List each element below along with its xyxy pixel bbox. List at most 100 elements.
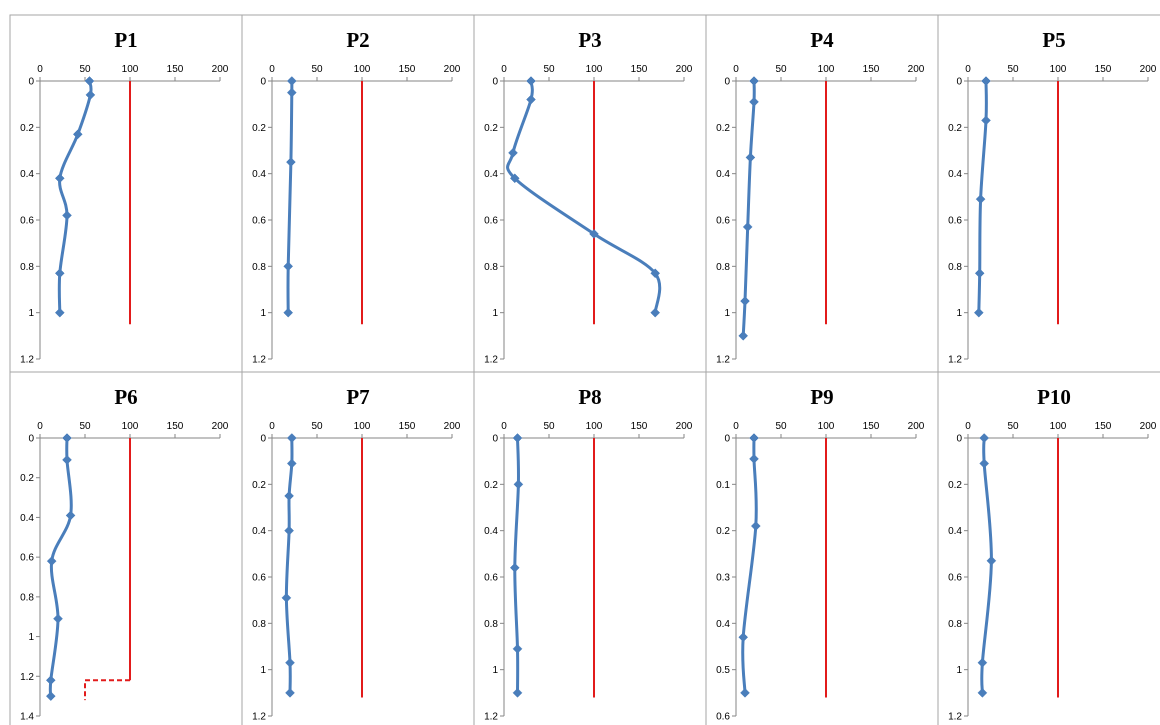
y-tick-label: 1 <box>260 665 266 676</box>
panel-border <box>9 14 243 373</box>
panel-p3: P3 0 50 100 150 200 0 0.2 0.4 0.6 0.8 1 1.2 <box>473 14 707 373</box>
data-point-marker <box>62 433 72 443</box>
panel-title: P4 <box>810 28 834 52</box>
y-tick-label: 0.2 <box>484 123 498 134</box>
y-tick-label: 0.4 <box>948 169 962 180</box>
y-tick-label: 0.6 <box>948 573 962 584</box>
x-tick-label: 100 <box>586 64 603 75</box>
y-tick-label: 1.2 <box>948 712 962 723</box>
x-tick-label: 150 <box>1095 421 1112 432</box>
data-point-marker <box>284 525 294 536</box>
data-point-marker <box>286 76 297 86</box>
y-tick-label: 1.2 <box>252 712 266 723</box>
x-tick-label: 200 <box>212 64 229 75</box>
panel-title: P9 <box>810 385 833 409</box>
y-tick-label: 0 <box>260 77 266 88</box>
data-point-marker <box>286 433 297 443</box>
panel-p9: P9 0 50 100 150 200 0 0.1 0.2 0.3 0.4 0.5 0.6 <box>705 371 939 725</box>
x-tick-label: 150 <box>1095 64 1112 75</box>
y-tick-label: 0.8 <box>948 262 962 273</box>
data-point-marker <box>54 268 65 279</box>
x-tick-label: 50 <box>79 421 91 432</box>
x-tick-label: 200 <box>676 64 693 75</box>
x-tick-label: 150 <box>167 421 184 432</box>
y-tick-label: 0.2 <box>948 123 962 134</box>
y-tick-label: 1.2 <box>20 355 34 366</box>
x-tick-label: 100 <box>818 64 835 75</box>
y-tick-label: 0.6 <box>20 553 34 564</box>
y-tick-label: 0.2 <box>484 480 498 491</box>
y-tick-label: 0.8 <box>20 262 34 273</box>
y-tick-label: 0 <box>492 434 498 445</box>
data-point-marker <box>513 479 524 490</box>
data-point-marker <box>284 491 294 501</box>
y-tick-label: 0 <box>28 77 34 88</box>
x-tick-label: 50 <box>311 421 323 432</box>
y-tick-label: 0 <box>28 434 34 445</box>
x-tick-label: 0 <box>37 64 43 75</box>
panel-title: P6 <box>114 385 137 409</box>
y-tick-label: 0.6 <box>484 573 498 584</box>
data-point-marker <box>981 115 991 126</box>
data-point-marker <box>286 157 296 167</box>
y-tick-label: 0.8 <box>252 619 266 630</box>
x-tick-label: 0 <box>37 421 43 432</box>
panel-border <box>473 14 707 373</box>
x-tick-label: 200 <box>1140 421 1157 432</box>
panel-border <box>9 371 243 725</box>
x-tick-label: 200 <box>908 64 925 75</box>
data-point-marker <box>977 687 988 698</box>
threshold-dashed-step <box>84 679 130 701</box>
y-tick-label: 0.4 <box>20 169 34 180</box>
x-tick-label: 150 <box>399 421 416 432</box>
x-tick-label: 50 <box>1007 64 1019 75</box>
x-tick-label: 0 <box>965 64 971 75</box>
y-tick-label: 0.8 <box>252 262 266 273</box>
x-tick-label: 200 <box>676 421 693 432</box>
x-tick-label: 150 <box>167 64 184 75</box>
data-point-marker <box>54 307 65 318</box>
data-point-marker <box>979 458 990 469</box>
y-tick-label: 0.8 <box>716 262 730 273</box>
data-point-marker <box>512 433 523 443</box>
data-point-marker <box>512 687 523 698</box>
y-tick-label: 0.6 <box>716 712 730 723</box>
data-point-marker <box>508 147 518 158</box>
data-point-marker <box>750 521 761 531</box>
y-tick-label: 0.3 <box>716 573 730 584</box>
x-tick-label: 0 <box>269 421 275 432</box>
x-tick-label: 150 <box>399 64 416 75</box>
y-tick-label: 1.2 <box>484 355 498 366</box>
data-point-marker <box>650 268 661 279</box>
panel-p2: P2 0 50 100 150 200 0 0.2 0.4 0.6 0.8 1 1.2 <box>241 14 475 373</box>
y-tick-label: 0.4 <box>484 169 498 180</box>
data-point-marker <box>285 687 295 698</box>
data-point-marker <box>973 307 984 318</box>
panel-title: P8 <box>578 385 601 409</box>
data-point-marker <box>286 458 297 469</box>
data-point-marker <box>283 307 294 318</box>
data-point-marker <box>509 562 520 573</box>
data-point-marker <box>749 76 759 86</box>
data-point-marker <box>53 613 63 624</box>
data-point-marker <box>45 691 56 701</box>
data-point-marker <box>526 94 536 105</box>
x-tick-label: 100 <box>354 421 371 432</box>
data-point-marker <box>650 307 661 318</box>
data-point-marker <box>72 129 83 140</box>
data-point-marker <box>589 229 599 239</box>
x-tick-label: 50 <box>775 64 787 75</box>
y-tick-label: 0.4 <box>716 169 730 180</box>
x-tick-label: 200 <box>908 421 925 432</box>
data-point-marker <box>979 433 990 443</box>
x-tick-label: 100 <box>1050 421 1067 432</box>
data-point-marker <box>740 296 750 306</box>
x-tick-label: 0 <box>733 64 739 75</box>
data-point-marker <box>283 261 294 272</box>
y-tick-label: 0.2 <box>948 480 962 491</box>
panel-border <box>241 371 475 725</box>
y-tick-label: 1.4 <box>20 712 34 723</box>
panel-border <box>937 371 1160 725</box>
y-tick-label: 0.2 <box>20 473 34 484</box>
